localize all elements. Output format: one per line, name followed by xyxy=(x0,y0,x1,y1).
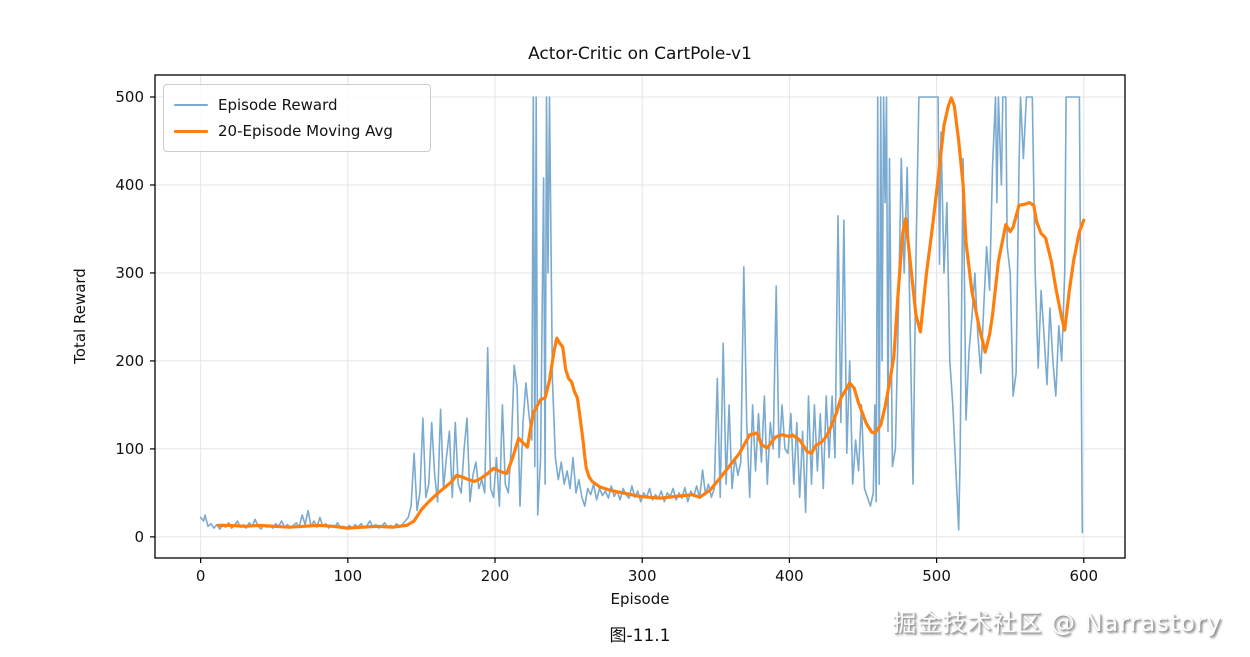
series-line-episode-reward xyxy=(199,96,1084,534)
x-tick-label: 100 xyxy=(334,567,363,585)
legend-entry-episode-reward: Episode Reward xyxy=(174,92,418,118)
axes-spines xyxy=(154,74,1126,559)
y-tick-label: 100 xyxy=(115,440,144,458)
series-line-moving-avg xyxy=(216,96,1086,530)
chart-title: Actor-Critic on CartPole-v1 xyxy=(528,44,752,64)
x-axis-label: Episode xyxy=(610,590,670,608)
y-tick-label: 300 xyxy=(115,264,144,282)
y-tick-label: 500 xyxy=(115,88,144,106)
y-tick-label: 0 xyxy=(134,528,144,546)
legend-entry-moving-avg: 20-Episode Moving Avg xyxy=(174,118,418,144)
legend-line-swatch-blue xyxy=(174,104,208,106)
x-tick-label: 300 xyxy=(628,567,657,585)
x-tick-label: 400 xyxy=(775,567,804,585)
figure-caption: 图-11.1 xyxy=(609,626,671,646)
y-tick-label: 200 xyxy=(115,352,144,370)
legend-label: Episode Reward xyxy=(218,96,338,114)
legend: Episode Reward 20-Episode Moving Avg xyxy=(163,84,431,152)
watermark: 掘金技术社区 @ Narrastory xyxy=(892,609,1222,637)
x-tick-label: 500 xyxy=(922,567,951,585)
y-axis-label: Total Reward xyxy=(71,268,89,364)
x-tick-label: 600 xyxy=(1069,567,1098,585)
y-tick-label: 400 xyxy=(115,176,144,194)
legend-label: 20-Episode Moving Avg xyxy=(218,122,393,140)
legend-line-swatch-orange xyxy=(174,129,208,133)
x-tick-label: 200 xyxy=(481,567,510,585)
x-tick-label: 0 xyxy=(196,567,206,585)
